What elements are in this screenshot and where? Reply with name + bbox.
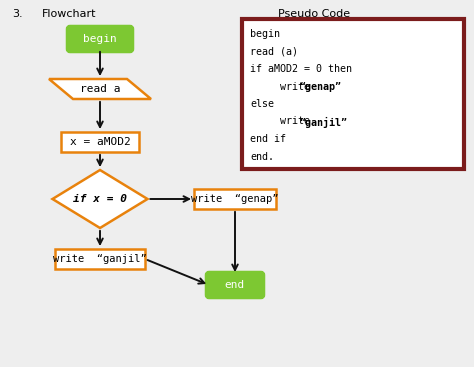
Polygon shape bbox=[49, 79, 151, 99]
Text: else: else bbox=[250, 99, 274, 109]
Text: begin: begin bbox=[83, 34, 117, 44]
Text: write  “ganjil”: write “ganjil” bbox=[53, 254, 147, 264]
Text: write: write bbox=[250, 81, 316, 91]
Text: end.: end. bbox=[250, 152, 274, 161]
Text: write: write bbox=[250, 116, 316, 127]
Text: Pseudo Code: Pseudo Code bbox=[278, 9, 350, 19]
Text: Flowchart: Flowchart bbox=[42, 9, 97, 19]
Text: “genap”: “genap” bbox=[299, 81, 341, 91]
FancyBboxPatch shape bbox=[206, 272, 264, 298]
Text: read a: read a bbox=[80, 84, 120, 94]
FancyBboxPatch shape bbox=[61, 132, 139, 152]
FancyBboxPatch shape bbox=[242, 19, 464, 169]
Text: if x = 0: if x = 0 bbox=[73, 194, 127, 204]
Text: “ganjil”: “ganjil” bbox=[299, 116, 347, 127]
Text: begin: begin bbox=[250, 29, 280, 39]
Text: if aMOD2 = 0 then: if aMOD2 = 0 then bbox=[250, 64, 352, 74]
Text: end: end bbox=[225, 280, 245, 290]
FancyBboxPatch shape bbox=[194, 189, 276, 209]
Text: 3.: 3. bbox=[12, 9, 23, 19]
Text: write  “genap”: write “genap” bbox=[191, 194, 279, 204]
Text: read (a): read (a) bbox=[250, 47, 298, 57]
FancyBboxPatch shape bbox=[55, 249, 145, 269]
Text: end if: end if bbox=[250, 134, 286, 144]
Text: x = aMOD2: x = aMOD2 bbox=[70, 137, 130, 147]
Polygon shape bbox=[53, 170, 147, 228]
FancyBboxPatch shape bbox=[67, 26, 133, 52]
